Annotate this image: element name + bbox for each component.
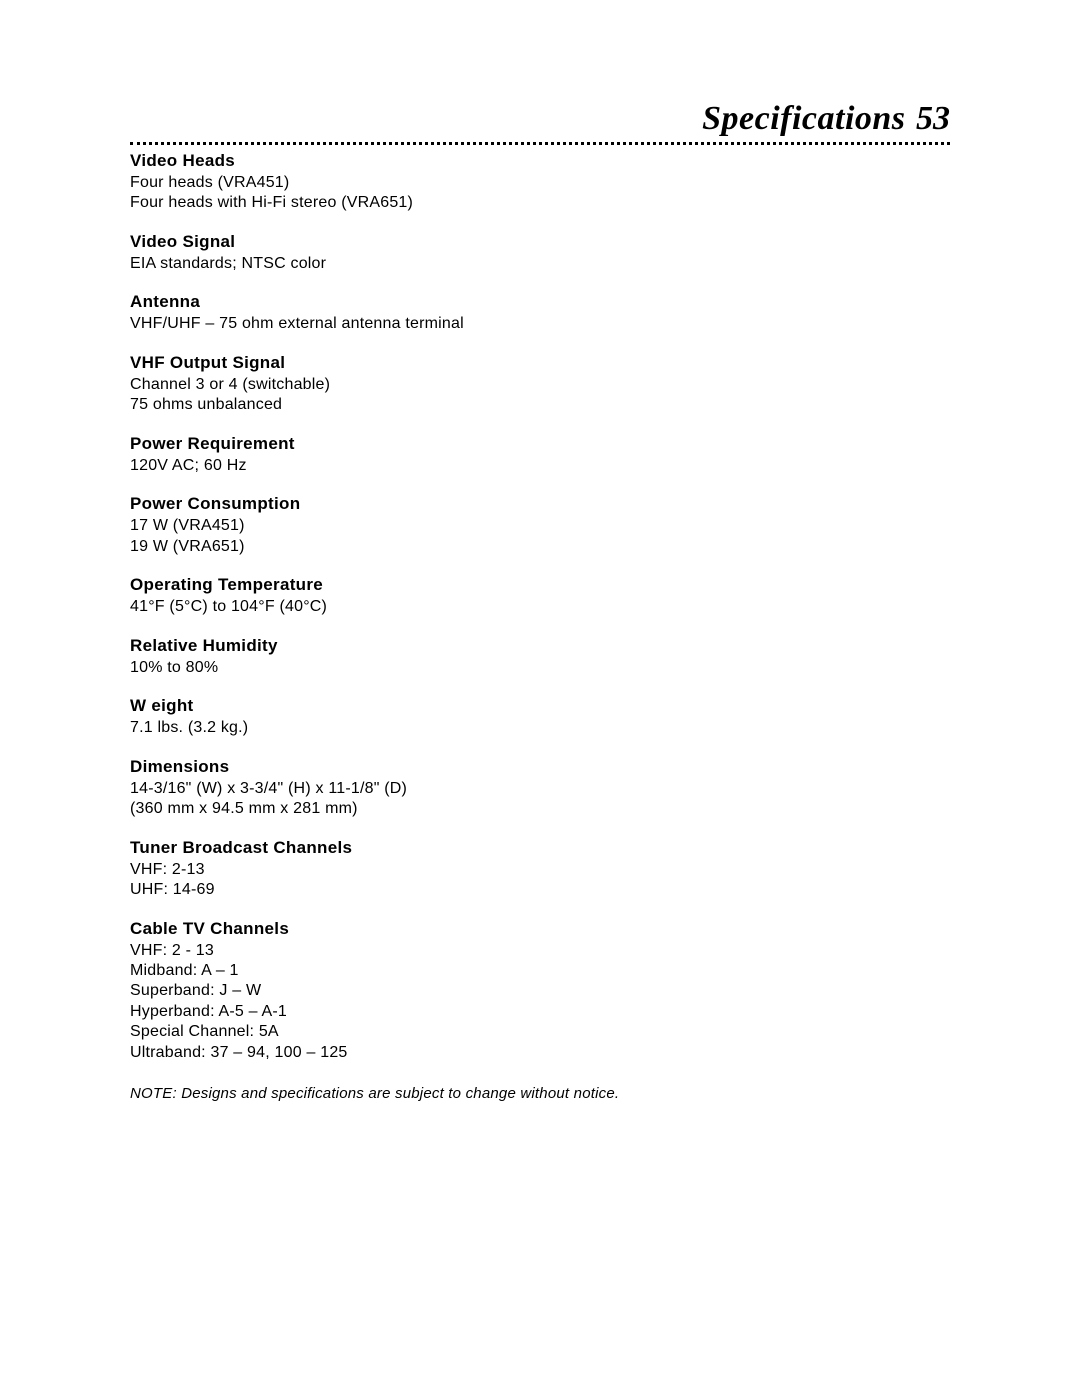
spec-block: VHF Output SignalChannel 3 or 4 (switcha…	[130, 353, 950, 416]
spec-line: 10% to 80%	[130, 658, 950, 678]
spec-block: Dimensions14-3/16" (W) x 3-3/4" (H) x 11…	[130, 757, 950, 820]
spec-line: Four heads (VRA451)	[130, 173, 950, 193]
spec-line: VHF: 2-13	[130, 860, 950, 880]
spec-line: Hyperband: A-5 – A-1	[130, 1002, 950, 1022]
spec-line: Midband: A – 1	[130, 961, 950, 981]
spec-block: Video HeadsFour heads (VRA451)Four heads…	[130, 151, 950, 214]
spec-line: Four heads with Hi-Fi stereo (VRA651)	[130, 193, 950, 213]
spec-block: Relative Humidity10% to 80%	[130, 636, 950, 678]
spec-line: Superband: J – W	[130, 981, 950, 1001]
spec-block: Operating Temperature41°F (5°C) to 104°F…	[130, 575, 950, 617]
spec-line: Channel 3 or 4 (switchable)	[130, 375, 950, 395]
spec-line: (360 mm x 94.5 mm x 281 mm)	[130, 799, 950, 819]
spec-line: 120V AC; 60 Hz	[130, 456, 950, 476]
spec-heading: Operating Temperature	[130, 575, 950, 595]
spec-line: VHF/UHF – 75 ohm external antenna termin…	[130, 314, 950, 334]
header-title: Specifications	[702, 100, 905, 137]
spec-line: 14-3/16" (W) x 3-3/4" (H) x 11-1/8" (D)	[130, 779, 950, 799]
page-number: 53	[916, 100, 950, 137]
spec-line: 17 W (VRA451)	[130, 516, 950, 536]
spec-block: Power Consumption17 W (VRA451)19 W (VRA6…	[130, 494, 950, 557]
spec-heading: Video Heads	[130, 151, 950, 171]
spec-line: 41°F (5°C) to 104°F (40°C)	[130, 597, 950, 617]
spec-block: W eight7.1 lbs. (3.2 kg.)	[130, 696, 950, 738]
spec-heading: Antenna	[130, 292, 950, 312]
spec-line: 7.1 lbs. (3.2 kg.)	[130, 718, 950, 738]
spec-heading: Power Requirement	[130, 434, 950, 454]
spec-block: AntennaVHF/UHF – 75 ohm external antenna…	[130, 292, 950, 334]
spec-block: Tuner Broadcast ChannelsVHF: 2-13UHF: 14…	[130, 838, 950, 901]
page-container: Specifications 53 Video HeadsFour heads …	[0, 0, 1080, 1102]
spec-line: UHF: 14-69	[130, 880, 950, 900]
spec-heading: Cable TV Channels	[130, 919, 950, 939]
footer-note: NOTE: Designs and specifications are sub…	[130, 1085, 950, 1102]
spec-line: Special Channel: 5A	[130, 1022, 950, 1042]
spec-heading: Dimensions	[130, 757, 950, 777]
spec-heading: W eight	[130, 696, 950, 716]
spec-line: EIA standards; NTSC color	[130, 254, 950, 274]
page-header: Specifications 53	[130, 100, 950, 138]
spec-block: Cable TV ChannelsVHF: 2 - 13Midband: A –…	[130, 919, 950, 1064]
specs-list: Video HeadsFour heads (VRA451)Four heads…	[130, 151, 950, 1063]
spec-line: Ultraband: 37 – 94, 100 – 125	[130, 1043, 950, 1063]
spec-line: 75 ohms unbalanced	[130, 395, 950, 415]
spec-heading: VHF Output Signal	[130, 353, 950, 373]
spec-heading: Power Consumption	[130, 494, 950, 514]
spec-line: VHF: 2 - 13	[130, 941, 950, 961]
spec-block: Power Requirement120V AC; 60 Hz	[130, 434, 950, 476]
header-dotted-rule	[130, 142, 950, 145]
spec-block: Video SignalEIA standards; NTSC color	[130, 232, 950, 274]
spec-heading: Tuner Broadcast Channels	[130, 838, 950, 858]
spec-heading: Relative Humidity	[130, 636, 950, 656]
spec-line: 19 W (VRA651)	[130, 537, 950, 557]
spec-heading: Video Signal	[130, 232, 950, 252]
